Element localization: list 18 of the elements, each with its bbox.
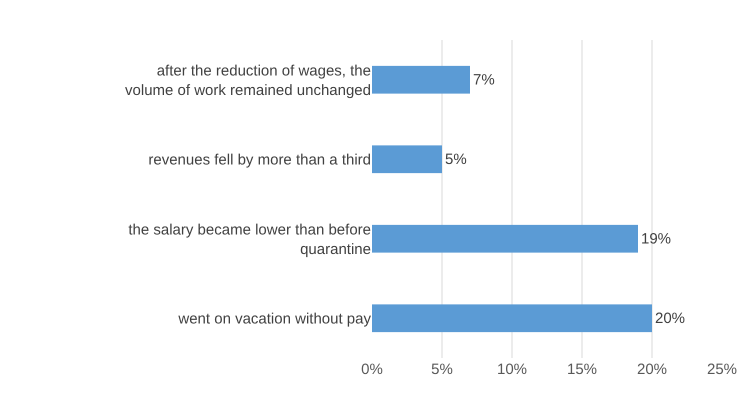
bar	[372, 304, 652, 332]
bar	[372, 145, 442, 174]
x-tick-label: 0%	[361, 361, 383, 378]
y-tick-label: revenues fell by more than a third	[148, 152, 371, 168]
y-tick-label: the salary became lower than before quarantine	[128, 221, 371, 258]
data-label: 7%	[473, 71, 495, 88]
data-label: 5%	[445, 150, 467, 168]
data-label: 20%	[655, 310, 686, 327]
x-tick-label: 5%	[431, 361, 453, 378]
x-tick-label: 10%	[496, 361, 528, 378]
x-tick-label: 25%	[706, 361, 738, 378]
data-label: 19%	[641, 230, 672, 248]
y-tick-label: after the reduction of wages, the volume of work remained unchanged	[125, 62, 371, 99]
x-tick-label: 15%	[566, 361, 598, 378]
x-tick-label: 20%	[636, 361, 668, 378]
y-tick-label: went on vacation without pay	[177, 310, 372, 328]
bar	[372, 66, 470, 94]
bar	[372, 224, 638, 253]
